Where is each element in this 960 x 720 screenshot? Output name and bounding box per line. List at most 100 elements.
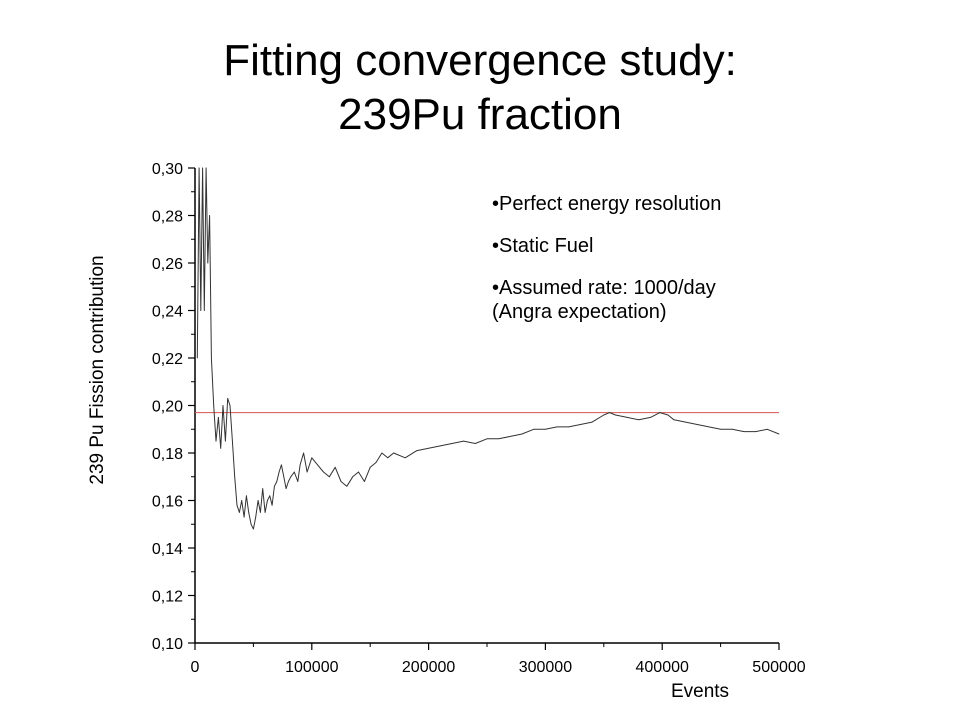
data-point: [381, 452, 383, 454]
data-point: [393, 452, 394, 454]
data-point: [303, 452, 305, 454]
y-tick-label: 0,14: [152, 541, 183, 558]
slide-title-line-1: Fitting convergence study:: [223, 36, 737, 85]
data-point: [245, 495, 247, 497]
data-point: [439, 445, 441, 447]
data-point: [568, 426, 570, 428]
bullet-list: •Perfect energy resolution •Static Fuel …: [492, 192, 812, 324]
data-point: [358, 471, 359, 473]
data-point: [241, 500, 243, 501]
data-point: [340, 481, 342, 482]
data-point: [346, 485, 348, 487]
series-group: [196, 167, 780, 530]
data-point: [234, 476, 236, 478]
y-tick-label: 0,12: [152, 589, 183, 606]
data-point: [243, 516, 245, 518]
data-point: [334, 466, 336, 468]
data-point: [626, 416, 628, 418]
data-point: [285, 488, 287, 490]
y-tick-label: 0,24: [152, 304, 183, 321]
x-tick-label: 200000: [402, 659, 455, 676]
data-point: [766, 428, 768, 430]
axis-labels: 239 Pu Fission contribution Events: [87, 255, 729, 702]
data-point: [323, 471, 324, 473]
data-point: [533, 428, 535, 430]
data-point: [404, 457, 406, 459]
data-point: [720, 428, 721, 430]
data-point: [267, 500, 268, 501]
data-point: [708, 426, 710, 428]
data-point: [200, 310, 202, 311]
data-point: [416, 450, 418, 452]
data-point: [236, 504, 238, 506]
data-point: [369, 466, 371, 468]
data-point: [463, 440, 465, 442]
x-tick-label: 500000: [752, 659, 805, 676]
data-point: [288, 481, 289, 482]
data-point: [659, 412, 661, 414]
x-tick-label: 0: [191, 659, 200, 676]
data-point: [615, 414, 616, 416]
data-point: [276, 481, 278, 482]
data-point: [264, 511, 266, 513]
data-point: [255, 516, 257, 518]
data-point: [250, 523, 252, 525]
y-axis-label: 239 Pu Fission contribution: [87, 255, 108, 484]
x-tick-label: 400000: [636, 659, 689, 676]
data-point: [451, 443, 453, 444]
data-point: [778, 433, 780, 435]
data-point: [521, 433, 523, 435]
data-point: [650, 416, 651, 418]
data-point: [696, 424, 698, 425]
data-point: [260, 511, 261, 513]
data-point: [673, 419, 675, 421]
y-tick-label: 0,18: [152, 446, 183, 463]
data-point: [317, 464, 319, 466]
data-point: [231, 440, 233, 442]
data-point: [638, 419, 640, 421]
data-point: [428, 447, 429, 449]
data-point: [509, 435, 511, 437]
data-point: [213, 405, 215, 406]
data-point: [198, 167, 200, 169]
data-point: [474, 443, 476, 444]
data-point: [210, 357, 212, 359]
data-point: [545, 428, 546, 430]
data-point: [290, 476, 292, 478]
data-point: [387, 457, 389, 459]
data-point: [352, 476, 354, 478]
data-point: [299, 464, 301, 466]
data-point: [196, 357, 198, 359]
data-point: [207, 262, 209, 264]
y-tick-label: 0,28: [152, 209, 183, 226]
data-point: [328, 476, 330, 478]
data-point: [363, 481, 365, 482]
data-point: [238, 511, 240, 513]
data-point: [743, 431, 745, 433]
data-point: [271, 504, 273, 506]
data-point: [498, 438, 500, 440]
data-point: [486, 438, 488, 440]
data-point: [220, 447, 222, 449]
data-point: [293, 471, 295, 473]
data-point: [227, 397, 229, 399]
data-point: [667, 414, 669, 416]
chart-ticks: 0,10 0,12 0,14 0,16 0,18 0,20 0,22 0,24 0,26 0,28…: [152, 161, 806, 676]
data-point: [297, 481, 299, 482]
data-point: [556, 426, 558, 428]
y-tick-label: 0,30: [152, 161, 183, 178]
series-line: [196, 167, 780, 530]
data-point: [685, 421, 686, 423]
bullet-item: •Perfect energy resolution: [492, 193, 722, 215]
data-point: [217, 416, 219, 418]
data-point: [229, 405, 231, 406]
data-point: [269, 495, 271, 497]
data-point: [205, 167, 207, 169]
data-point: [731, 428, 733, 430]
data-point: [306, 471, 308, 473]
slide-title: Fitting convergence study: 239Pu fractio…: [0, 34, 960, 142]
data-point: [262, 488, 264, 490]
data-point: [278, 471, 280, 473]
y-tick-label: 0,26: [152, 256, 183, 273]
